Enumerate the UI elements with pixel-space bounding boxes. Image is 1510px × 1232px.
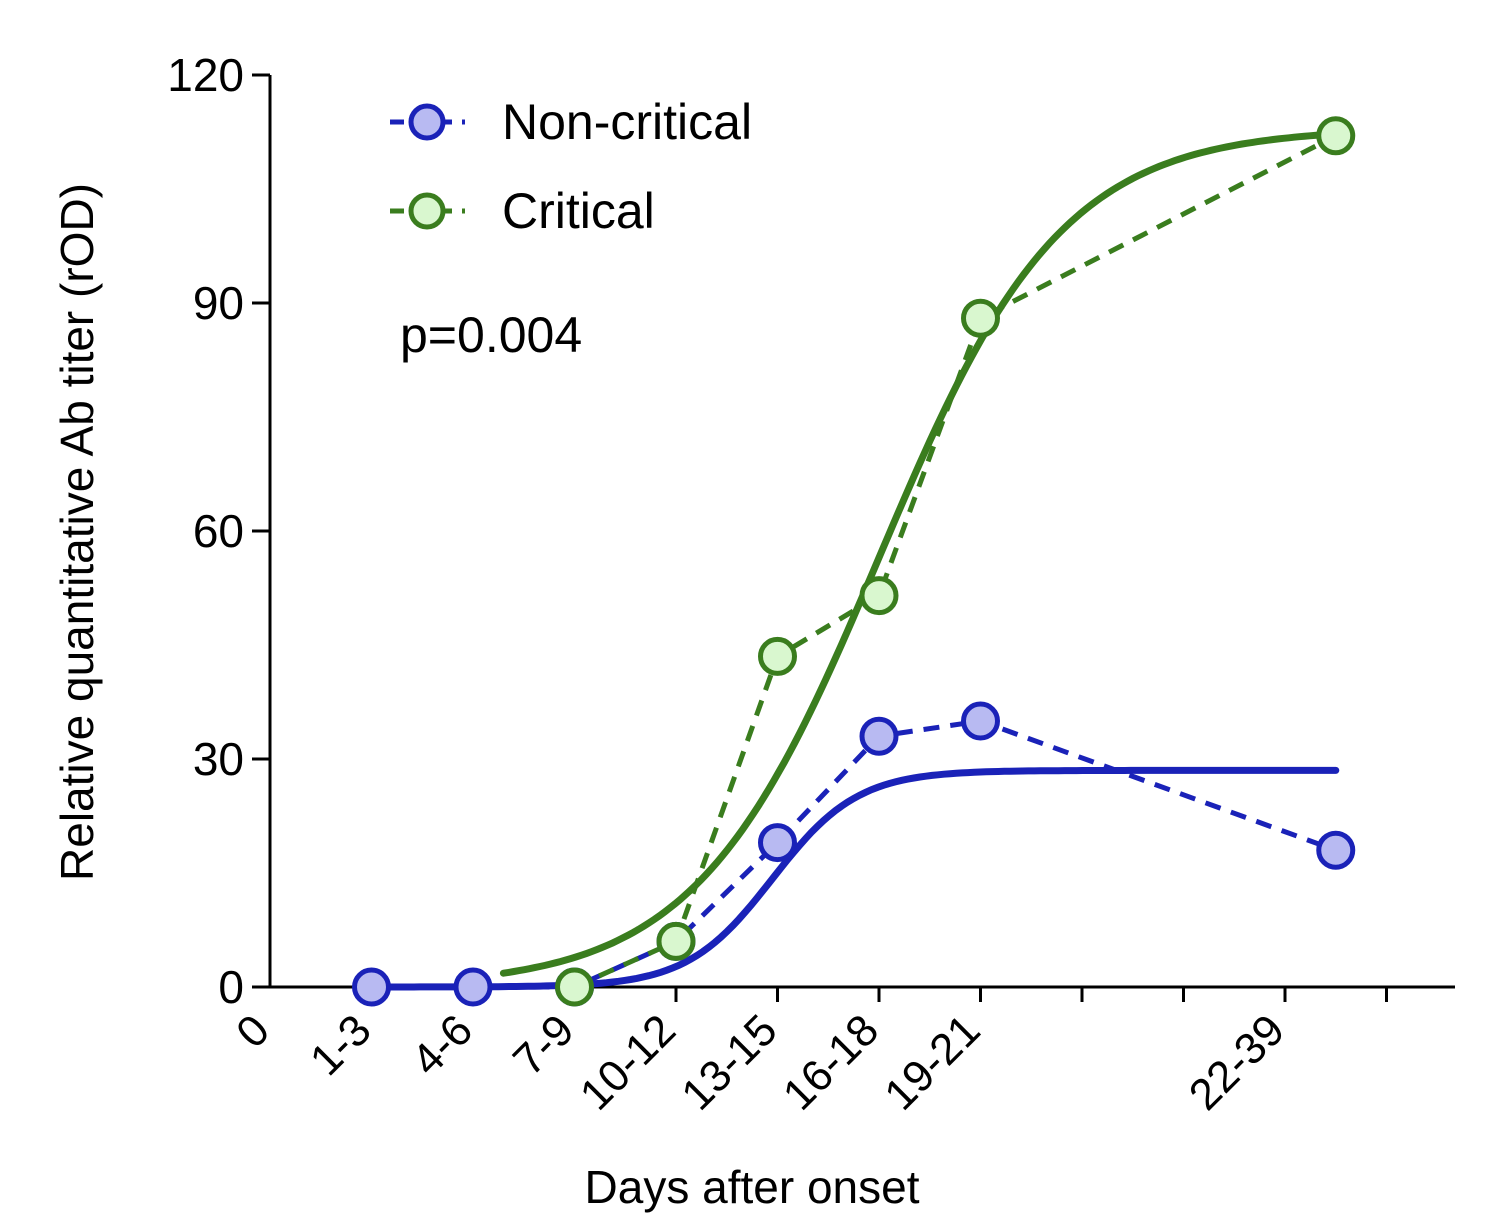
data-point-critical <box>1316 116 1356 156</box>
x-tick-label-0: 0 <box>227 1005 279 1057</box>
x-axis-title: Days after onset <box>585 1161 920 1213</box>
data-point-non-critical <box>961 701 1000 741</box>
y-ticks: 0 30 60 90 120 <box>167 49 270 1013</box>
x-tick-label-1-3: 1-3 <box>301 1005 381 1085</box>
data-point-non-critical <box>352 967 391 1007</box>
fit-curve-non-critical <box>368 766 1340 991</box>
data-point-critical <box>961 298 1000 338</box>
y-tick-label-0: 0 <box>218 961 244 1013</box>
legend-item-critical: Critical <box>390 183 655 239</box>
y-tick-label-60: 60 <box>193 505 244 557</box>
data-point-non-critical <box>758 823 797 863</box>
data-line-non-critical <box>371 718 1337 990</box>
y-tick-label-120: 120 <box>167 49 244 101</box>
p-value-annotation: p=0.004 <box>400 307 582 363</box>
legend-label-non-critical: Non-critical <box>502 94 752 150</box>
x-tick-label-22-39: 22-39 <box>1180 1005 1294 1119</box>
data-point-critical <box>555 967 594 1007</box>
data-point-critical <box>758 636 797 676</box>
data-line-critical <box>573 133 1337 990</box>
data-point-non-critical <box>859 716 899 756</box>
legend-item-non-critical: Non-critical <box>390 94 752 150</box>
legend: Non-critical Critical <box>390 94 752 239</box>
x-tick-label-13-15: 13-15 <box>672 1005 786 1119</box>
fit-curve-critical <box>499 130 1340 977</box>
x-tick-label-7-9: 7-9 <box>504 1005 584 1085</box>
data-point-critical <box>656 921 696 961</box>
fit-curves <box>368 130 1340 991</box>
y-axis-title: Relative quantitative Ab titer (rOD) <box>51 183 103 881</box>
data-lines <box>371 133 1337 990</box>
y-tick-label-30: 30 <box>193 733 244 785</box>
x-tick-label-19-21: 19-21 <box>875 1005 989 1119</box>
legend-label-critical: Critical <box>502 183 655 239</box>
data-point-non-critical <box>1316 830 1356 870</box>
data-point-non-critical <box>453 967 493 1007</box>
x-tick-label-10-12: 10-12 <box>571 1005 685 1119</box>
x-tick-label-16-18: 16-18 <box>774 1005 888 1119</box>
x-tick-label-4-6: 4-6 <box>402 1005 482 1085</box>
y-tick-label-90: 90 <box>193 277 244 329</box>
data-point-critical <box>859 576 899 616</box>
data-markers <box>352 116 1356 1007</box>
legend-marker-non-critical <box>408 103 446 141</box>
legend-marker-critical <box>408 192 446 230</box>
